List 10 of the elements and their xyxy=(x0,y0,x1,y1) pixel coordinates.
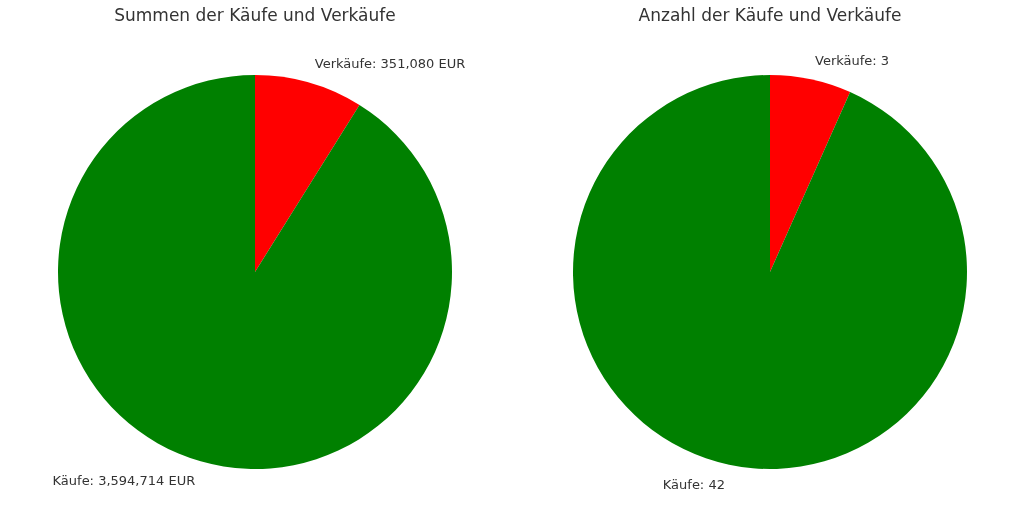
pie-slice xyxy=(573,75,967,469)
pie-slice xyxy=(58,75,452,469)
pie-slice xyxy=(255,75,360,272)
slice-label: Käufe: 3,594,714 EUR xyxy=(52,472,196,488)
slice-label: Käufe: 42 xyxy=(662,476,725,492)
slice-label: Verkäufe: 351,080 EUR xyxy=(314,56,466,72)
pie-slice xyxy=(770,75,851,272)
chart-title: Summen der Käufe und Verkäufe xyxy=(114,5,396,25)
slice-label: Verkäufe: 3 xyxy=(815,52,890,68)
chart-title: Anzahl der Käufe und Verkäufe xyxy=(638,5,902,25)
